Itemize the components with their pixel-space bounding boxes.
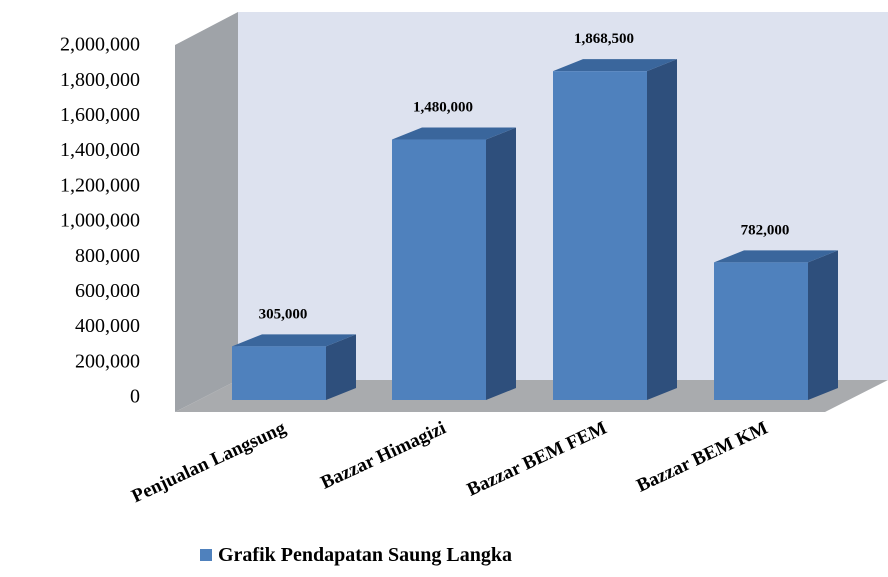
x-tick-label: Penjualan Langsung: [129, 417, 290, 507]
y-tick-label: 2,000,000: [60, 34, 140, 56]
y-tick-label: 0: [130, 386, 140, 408]
x-tick-label: Bazzar Himagizi: [318, 417, 449, 493]
bar: [553, 59, 677, 401]
legend-label: Grafik Pendapatan Saung Langka: [218, 543, 512, 566]
bar-front: [232, 346, 326, 400]
y-axis: 0 200,000 400,000 600,000 800,000 1,000,000 1,…: [60, 34, 140, 408]
bar-group: [232, 59, 838, 401]
y-tick-label: 1,200,000: [60, 174, 140, 196]
bar: [232, 334, 356, 400]
y-tick-label: 200,000: [75, 350, 140, 372]
bar-side: [326, 334, 356, 400]
x-tick-label: Bazzar BEM KM: [633, 417, 771, 496]
bar: [714, 250, 838, 400]
y-tick-label: 800,000: [75, 245, 140, 267]
side-wall: [175, 12, 238, 412]
bar-side: [647, 59, 677, 400]
data-label: 305,000: [259, 306, 308, 322]
y-tick-label: 1,600,000: [60, 104, 140, 126]
legend-swatch: [200, 549, 212, 561]
data-label-group: 305,000 1,480,000 1,868,500 782,000: [259, 31, 790, 322]
x-tick-label: Bazzar BEM FEM: [464, 417, 610, 500]
bar-top: [714, 250, 838, 263]
y-tick-label: 600,000: [75, 280, 140, 302]
bar-top: [553, 59, 677, 72]
data-label: 1,868,500: [574, 31, 634, 47]
y-tick-label: 1,400,000: [60, 139, 140, 161]
bar-front: [553, 71, 647, 401]
bar-side: [486, 127, 516, 401]
data-label: 782,000: [741, 222, 790, 238]
y-tick-label: 1,000,000: [60, 210, 140, 232]
bar-side: [808, 250, 838, 400]
legend: Grafik Pendapatan Saung Langka: [200, 543, 512, 567]
bar-front: [392, 139, 486, 400]
bar-top: [392, 127, 516, 140]
x-axis: Penjualan Langsung Bazzar Himagizi Bazzar …: [129, 417, 772, 507]
y-tick-label: 400,000: [75, 315, 140, 337]
y-tick-label: 1,800,000: [60, 69, 140, 91]
bar: [392, 127, 516, 401]
data-label: 1,480,000: [413, 100, 473, 116]
bar-top: [232, 334, 356, 347]
bar-front: [714, 262, 808, 400]
